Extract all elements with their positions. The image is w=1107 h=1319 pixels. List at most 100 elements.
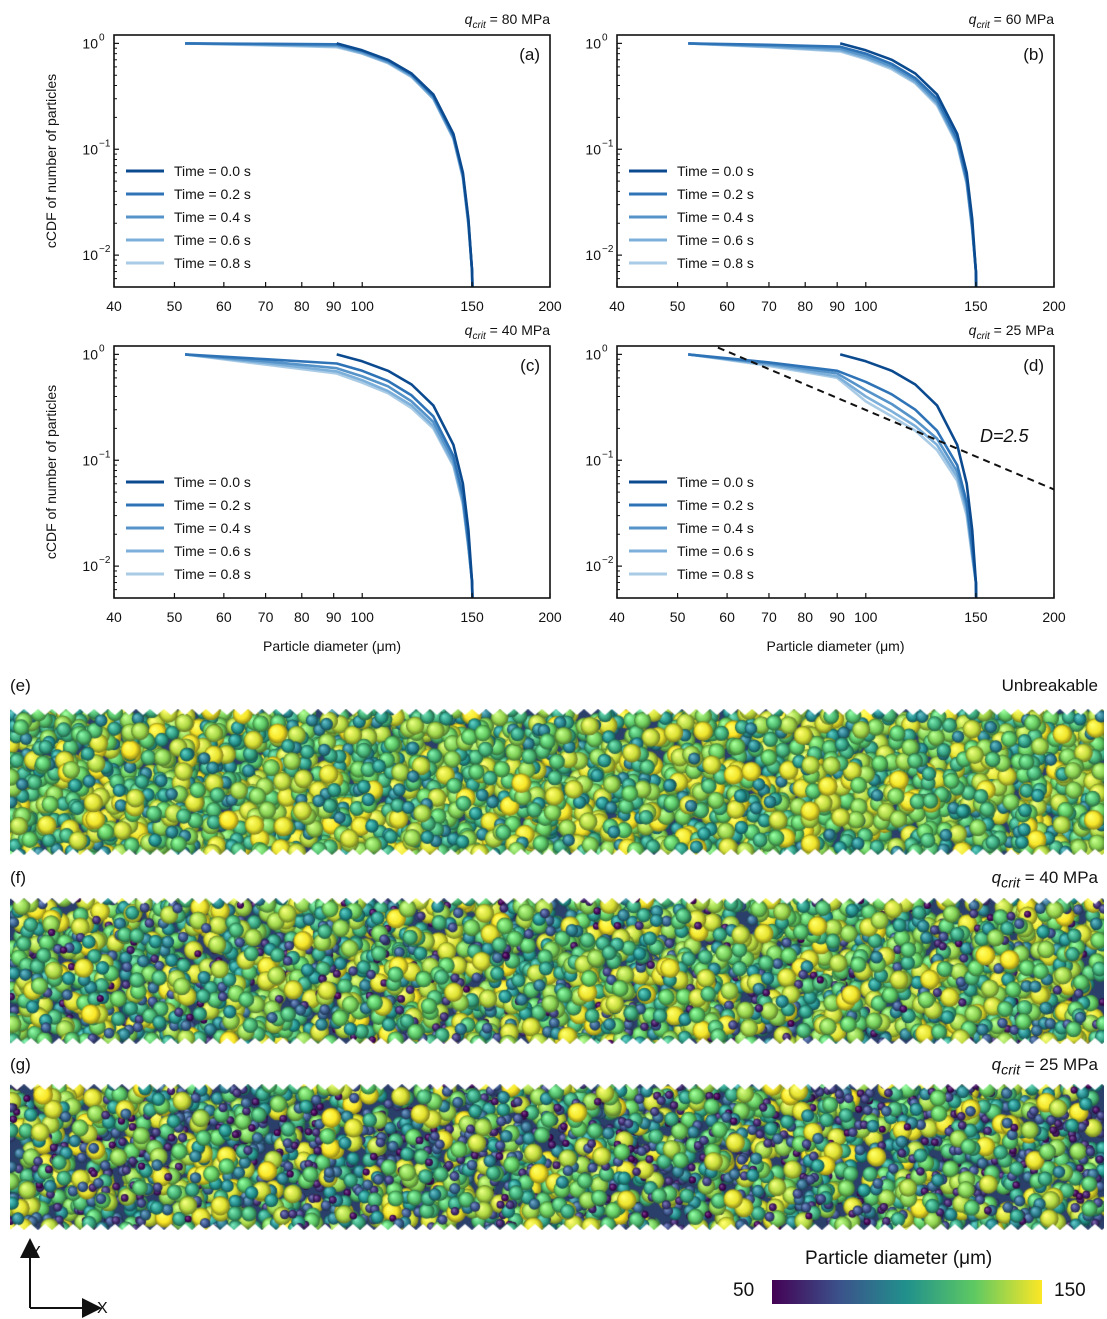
snapshot-title-g: qcrit = 25 MPa — [991, 1055, 1098, 1079]
y-tick-label: 10 — [82, 247, 98, 263]
particle-snapshot-unbreakable — [10, 709, 1104, 855]
legend-label-0: Time = 0.0 s — [677, 474, 754, 490]
y-tick-exponent: 0 — [602, 32, 608, 43]
snapshot-label-f: (f) — [10, 868, 27, 887]
legend-label-3: Time = 0.6 s — [677, 543, 754, 559]
x-tick-label: 40 — [609, 298, 625, 314]
y-tick-exponent: 0 — [602, 343, 608, 354]
legend-label-4: Time = 0.8 s — [677, 255, 754, 271]
x-tick-label: 50 — [167, 609, 183, 625]
snapshot-label-g: (g) — [10, 1055, 31, 1074]
x-tick-label: 90 — [326, 298, 342, 314]
y-tick-label: 10 — [82, 35, 98, 51]
legend-label-3: Time = 0.6 s — [174, 232, 251, 248]
x-tick-label: 70 — [258, 609, 274, 625]
reference-line-d25 — [717, 346, 1054, 491]
axis-indicator-x-label: X — [97, 1300, 108, 1317]
qcrit-label: qcrit = 60 MPa — [969, 11, 1055, 31]
x-tick-label: 50 — [670, 609, 686, 625]
colorbar — [772, 1280, 1042, 1304]
legend-label-0: Time = 0.0 s — [677, 163, 754, 179]
series-line-0 — [839, 353, 978, 598]
x-tick-label: 60 — [216, 609, 232, 625]
panel-label: (a) — [519, 45, 540, 64]
legend-label-1: Time = 0.2 s — [677, 186, 754, 202]
legend-label-0: Time = 0.0 s — [174, 163, 251, 179]
legend-label-3: Time = 0.6 s — [174, 543, 251, 559]
x-axis-label: Particle diameter (μm) — [263, 638, 401, 654]
colorbar-title: Particle diameter (μm) — [805, 1248, 993, 1269]
y-tick-exponent: −1 — [99, 449, 111, 460]
x-tick-label: 80 — [797, 298, 813, 314]
panel-label: (b) — [1023, 45, 1044, 64]
qcrit-label: qcrit = 25 MPa — [969, 322, 1055, 342]
x-tick-label: 100 — [854, 298, 878, 314]
x-tick-label: 150 — [460, 298, 484, 314]
x-tick-label: 40 — [609, 609, 625, 625]
x-tick-label: 200 — [538, 609, 562, 625]
x-tick-label: 80 — [797, 609, 813, 625]
y-axis-label: cCDF of number of particles — [43, 385, 59, 559]
snapshot-label-e: (e) — [10, 676, 31, 695]
x-tick-label: 100 — [854, 609, 878, 625]
x-tick-label: 150 — [460, 609, 484, 625]
x-tick-label: 150 — [964, 609, 988, 625]
y-tick-exponent: 0 — [99, 32, 105, 43]
x-axis-label: Particle diameter (μm) — [767, 638, 905, 654]
x-tick-label: 70 — [258, 298, 274, 314]
y-tick-label: 10 — [585, 35, 601, 51]
x-tick-label: 60 — [216, 298, 232, 314]
annotation-d-value: D=2.5 — [980, 426, 1030, 446]
y-tick-label: 10 — [585, 452, 601, 468]
colorbar-max-label: 150 — [1054, 1280, 1086, 1301]
x-tick-label: 80 — [294, 298, 310, 314]
y-tick-exponent: −1 — [602, 449, 614, 460]
panel-label: (c) — [520, 356, 540, 375]
y-tick-label: 10 — [82, 346, 98, 362]
x-tick-label: 100 — [351, 298, 375, 314]
series-group — [688, 346, 1054, 598]
legend-label-1: Time = 0.2 s — [174, 186, 251, 202]
legend-label-0: Time = 0.0 s — [174, 474, 251, 490]
plot-frame — [113, 345, 551, 599]
x-tick-label: 150 — [964, 298, 988, 314]
x-tick-label: 50 — [670, 298, 686, 314]
legend-label-1: Time = 0.2 s — [174, 497, 251, 513]
x-tick-label: 70 — [761, 609, 777, 625]
x-tick-label: 60 — [719, 298, 735, 314]
series-line-0 — [839, 42, 978, 287]
y-tick-label: 10 — [585, 346, 601, 362]
y-tick-exponent: −1 — [99, 138, 111, 149]
x-tick-label: 100 — [351, 609, 375, 625]
legend-label-4: Time = 0.8 s — [174, 255, 251, 271]
y-tick-label: 10 — [82, 558, 98, 574]
series-line-0 — [336, 353, 474, 598]
legend-label-4: Time = 0.8 s — [174, 566, 251, 582]
x-tick-label: 90 — [829, 298, 845, 314]
y-axis-label: cCDF of number of particles — [43, 74, 59, 248]
plot-frame — [616, 345, 1055, 599]
plot-frame — [616, 34, 1055, 288]
x-tick-label: 60 — [719, 609, 735, 625]
legend-label-2: Time = 0.4 s — [677, 520, 754, 536]
legend-label-4: Time = 0.8 s — [677, 566, 754, 582]
x-tick-label: 200 — [538, 298, 562, 314]
x-tick-label: 70 — [761, 298, 777, 314]
legend-label-2: Time = 0.4 s — [174, 209, 251, 225]
legend-label-3: Time = 0.6 s — [677, 232, 754, 248]
y-tick-label: 10 — [585, 141, 601, 157]
y-tick-exponent: −2 — [99, 244, 111, 255]
series-group — [688, 42, 978, 287]
x-tick-label: 50 — [167, 298, 183, 314]
legend-label-2: Time = 0.4 s — [677, 209, 754, 225]
x-tick-label: 200 — [1042, 298, 1066, 314]
snapshot-title-f: qcrit = 40 MPa — [991, 868, 1098, 892]
xy-axes-indicator — [20, 1238, 102, 1318]
x-tick-label: 200 — [1042, 609, 1066, 625]
particle-snapshot-qcrit-25 — [10, 1084, 1104, 1230]
qcrit-label: qcrit = 40 MPa — [465, 322, 551, 342]
x-tick-label: 90 — [829, 609, 845, 625]
